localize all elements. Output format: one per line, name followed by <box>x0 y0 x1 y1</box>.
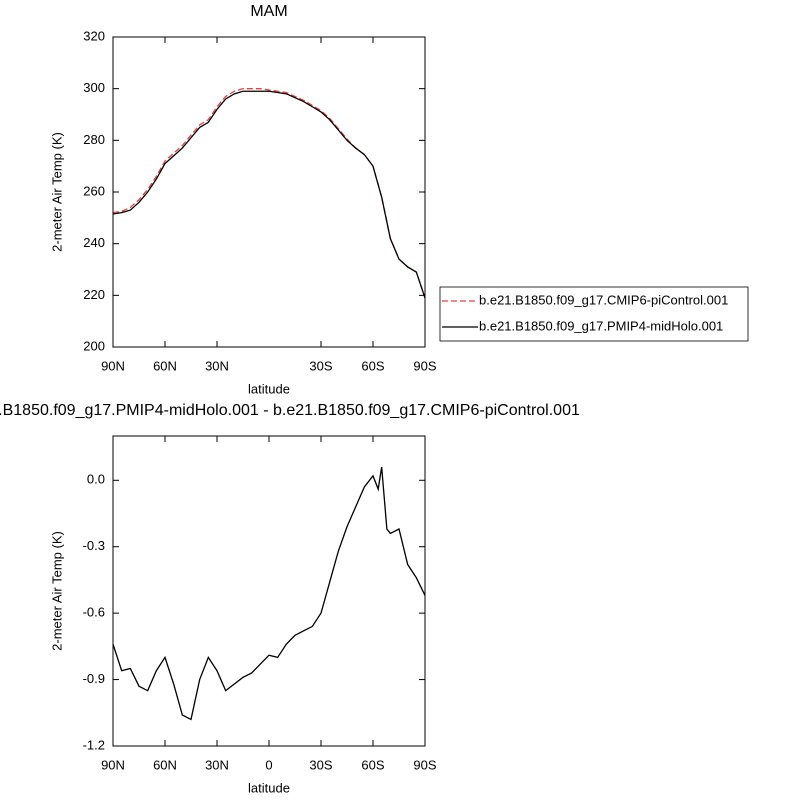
y-tick-label: 280 <box>83 132 105 147</box>
plot-frame <box>112 36 426 348</box>
y-tick-label: 220 <box>83 287 105 302</box>
y-tick-label: -1.2 <box>83 737 105 752</box>
x-tick-label: 60S <box>361 757 384 772</box>
x-tick-label: 90S <box>413 757 436 772</box>
legend-box <box>439 286 749 342</box>
x-tick-label: 60S <box>361 358 384 373</box>
plot-frame <box>112 435 426 747</box>
y-tick-label: 300 <box>83 80 105 95</box>
y-tick-label: 240 <box>83 235 105 250</box>
x-tick-label: 90N <box>101 358 125 373</box>
x-tick-label: 30S <box>309 757 332 772</box>
x-tick-label: 60N <box>153 358 177 373</box>
legend-label: b.e21.B1850.f09_g17.CMIP6-piControl.001 <box>479 292 728 307</box>
data-line <box>112 466 426 721</box>
y-tick-label: 0.0 <box>87 472 105 487</box>
x-axis-label: latitude <box>248 381 290 396</box>
x-tick-label: 0 <box>265 757 272 772</box>
x-tick-label: 30N <box>205 757 229 772</box>
y-tick-label: 200 <box>83 338 105 353</box>
y-tick-label: -0.9 <box>83 671 105 686</box>
chart-title: b.e21.B1850.f09_g17.PMIP4-midHolo.001 - … <box>0 402 580 419</box>
legend-label: b.e21.B1850.f09_g17.PMIP4-midHolo.001 <box>479 318 723 333</box>
y-axis-label: 2-meter Air Temp (K) <box>49 132 64 252</box>
x-tick-label: 60N <box>153 757 177 772</box>
y-tick-label: -0.3 <box>83 538 105 553</box>
data-line <box>112 88 426 299</box>
chart-title: MAM <box>250 3 287 20</box>
x-tick-label: 90N <box>101 757 125 772</box>
x-axis-label: latitude <box>248 780 290 795</box>
x-tick-label: 90S <box>413 358 436 373</box>
y-axis-label: 2-meter Air Temp (K) <box>49 531 64 651</box>
y-tick-label: 260 <box>83 183 105 198</box>
x-tick-label: 30N <box>205 358 229 373</box>
y-tick-label: 320 <box>83 28 105 43</box>
x-tick-label: 30S <box>309 358 332 373</box>
y-tick-label: -0.6 <box>83 605 105 620</box>
data-line <box>112 90 426 299</box>
